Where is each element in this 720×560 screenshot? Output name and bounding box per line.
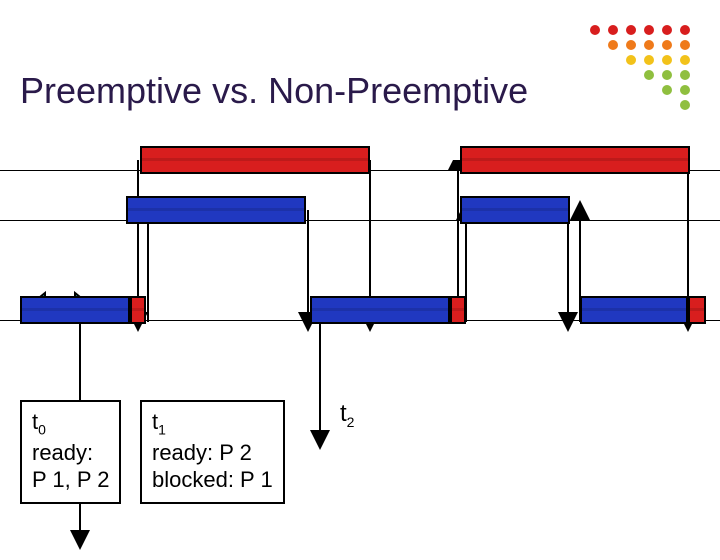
red-task-bar (460, 146, 690, 174)
blue-task-bar (310, 296, 450, 324)
lane-line (0, 220, 720, 221)
timing-diagram (0, 160, 720, 400)
red-task-bar (130, 296, 146, 324)
label-t2: t2 (340, 400, 354, 430)
red-task-bar (450, 296, 466, 324)
decorative-dots (585, 20, 695, 120)
red-task-bar (688, 296, 706, 324)
red-task-bar (140, 146, 370, 174)
label-t0: t0 ready: P 1, P 2 (20, 400, 121, 504)
blue-task-bar (126, 196, 306, 224)
page-title: Preemptive vs. Non-Preemptive (20, 70, 528, 112)
blue-task-bar (580, 296, 688, 324)
label-t1: t1 ready: P 2 blocked: P 1 (140, 400, 285, 504)
blue-task-bar (460, 196, 570, 224)
blue-task-bar (20, 296, 130, 324)
